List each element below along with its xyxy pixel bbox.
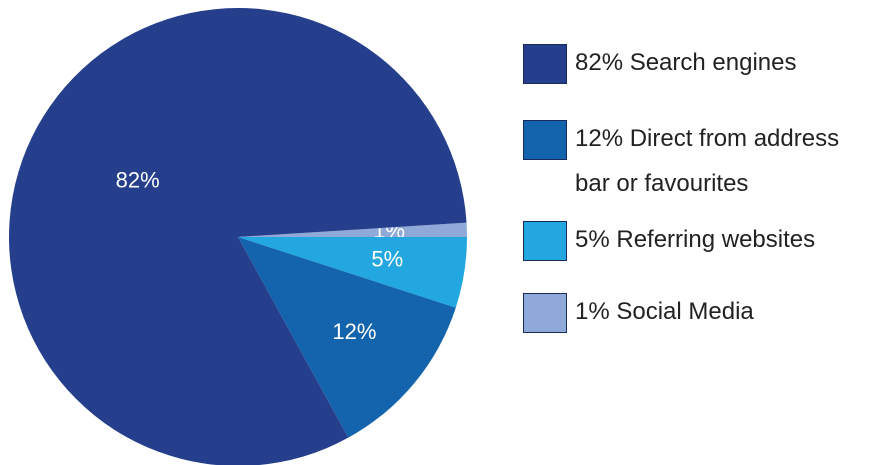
- legend-label: 82% Search engines: [575, 49, 797, 76]
- pie-slice: [238, 237, 456, 438]
- legend-swatch: [523, 120, 567, 160]
- legend-item: 1% Social Media: [523, 293, 886, 334]
- slice-label: 5%: [371, 246, 403, 271]
- legend-item: 82% Search engines: [523, 44, 886, 85]
- legend-swatch: [523, 221, 567, 261]
- legend-item: 5% Referring websites: [523, 221, 886, 262]
- pie-slice: [9, 8, 467, 465]
- legend-label: 1% Social Media: [575, 298, 754, 325]
- pie-slice: [238, 222, 467, 237]
- legend-swatch: [523, 293, 567, 333]
- legend-swatch: [523, 44, 567, 84]
- slice-label: 82%: [116, 168, 160, 193]
- legend-item: 12% Direct from address bar or favourite…: [523, 120, 886, 206]
- legend-label: 5% Referring websites: [575, 226, 816, 253]
- pie-slice: [238, 237, 467, 308]
- legend-label: 12% Direct from address bar or favourite…: [575, 125, 840, 197]
- slice-label: 12%: [332, 319, 376, 344]
